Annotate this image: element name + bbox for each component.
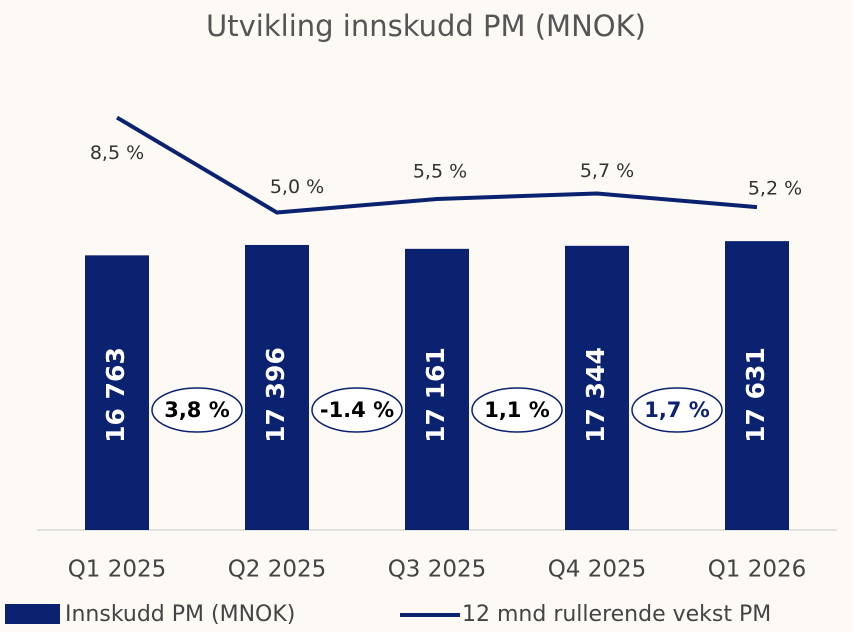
growth-label: 3,8 % (164, 398, 230, 422)
bar-value-label: 17 631 (741, 347, 770, 443)
bar (85, 255, 149, 530)
growth-oval (311, 387, 403, 433)
bar-value-label: 17 396 (261, 347, 290, 443)
growth-label: 1,1 % (484, 398, 550, 422)
line-value-label: 5,5 % (413, 160, 467, 182)
bar-value-label: 16 763 (101, 347, 130, 443)
legend-label: 12 mnd rullerende vekst PM (462, 602, 771, 627)
growth-oval (151, 387, 243, 433)
line-value-label: 5,2 % (748, 178, 802, 200)
chart-title: Utvikling innskudd PM (MNOK) (206, 9, 646, 43)
growth-oval (631, 387, 723, 433)
line-value-label: 5,0 % (270, 176, 324, 198)
bar (725, 241, 789, 530)
legend-label: Innskudd PM (MNOK) (65, 602, 295, 627)
line-value-label: 5,7 % (580, 160, 634, 182)
bar-value-label: 17 344 (581, 347, 610, 443)
growth-label: -1.4 % (320, 398, 394, 422)
x-tick-label: Q4 2025 (548, 557, 647, 583)
x-tick-label: Q1 2026 (708, 557, 807, 583)
line (115, 115, 758, 215)
x-tick-label: Q3 2025 (388, 557, 487, 583)
x-tick-label: Q1 2025 (68, 557, 167, 583)
growth-label: 1,7 % (644, 398, 710, 422)
bar (405, 248, 469, 530)
bar (565, 245, 629, 530)
x-tick-label: Q2 2025 (228, 557, 327, 583)
bar (245, 244, 309, 530)
legend-swatch-bar (5, 604, 60, 624)
growth-oval (471, 387, 563, 433)
line-value-label: 8,5 % (90, 142, 144, 164)
bar-value-label: 17 161 (421, 347, 450, 443)
